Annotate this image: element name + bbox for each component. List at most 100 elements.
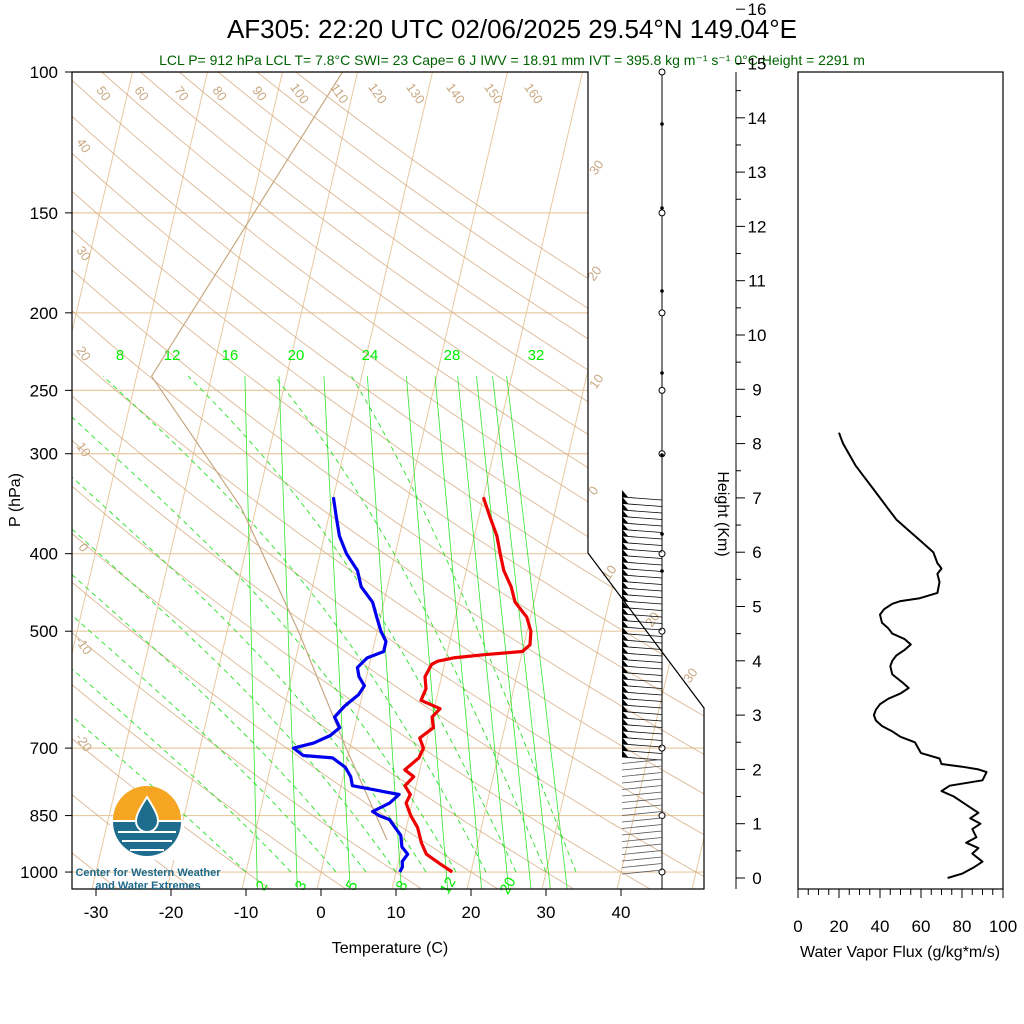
dry-adiabat-line [72,72,347,889]
temperature-tick-label: -20 [159,903,184,922]
skewt-profiles [150,72,533,874]
mixing-ratio-line [476,376,532,889]
wind-level-circle [658,386,666,394]
dry-adiabat-line [178,72,704,889]
mixing-ratio-line [366,376,402,889]
height-tick-label: 2 [752,760,761,779]
moist-adiabat-line [187,375,517,873]
wind-barb [621,811,663,816]
dry-adiabat-line [140,72,704,889]
skewt-background-lines [72,72,704,889]
dry-adiabat-line [72,72,194,889]
moist-adiabat-line [72,375,292,873]
wind-barb-flag [622,685,628,692]
wind-barb [621,594,663,598]
pressure-tick-label: 850 [30,807,58,826]
height-tick-label: 6 [752,543,761,562]
flux-axis-label: Water Vapor Flux (g/kg*m/s) [800,944,1000,961]
dry-adiabat-line [72,72,704,889]
pressure-tick-label: 100 [30,63,58,82]
mixing-ratio-label: 28 [444,347,461,364]
wind-barb [621,724,663,728]
wind-barb-flag [622,737,628,744]
theta-label-top: 80 [209,83,230,103]
wind-barb-flag [622,652,628,660]
wind-dot [660,371,664,375]
wind-barb [621,672,663,676]
wind-barb [621,633,663,637]
theta-label-top: 150 [481,80,506,106]
wind-barb-flag [622,548,628,556]
wind-barb [621,791,663,797]
dry-adiabat-line [72,72,704,889]
wind-barb [621,561,663,566]
wind-dot [660,289,664,293]
wind-level-circle [658,309,666,317]
theta-label-top: 100 [287,80,312,106]
theta-label-left: 30 [73,243,94,263]
wind-barb-flag [622,594,628,601]
mixing-ratio-label: 20 [288,347,305,364]
height-tick-label: 4 [752,652,761,671]
wind-barb [621,685,663,689]
wind-dot [660,569,664,573]
theta-label-right: 30 [680,665,701,685]
wind-barb [621,837,663,842]
dry-adiabat-line [72,72,704,889]
wind-barb-flag [622,698,628,705]
wind-barb [621,830,663,836]
wind-barb [621,587,663,592]
wind-barb-flag [622,509,628,517]
height-tick-label: 3 [752,706,761,725]
moist-adiabat-line [72,375,427,873]
dry-adiabat-line [217,72,704,889]
pressure-tick-label: 250 [30,381,58,400]
wind-barb-flag [622,490,628,497]
wind-barb-flag [622,581,628,588]
flux-line [838,432,988,879]
theta-label-top: 90 [249,83,270,103]
wind-level-circle [658,209,666,217]
wind-barb [621,548,663,553]
pressure-tick-label: 1000 [20,863,58,882]
wind-barb-flag [622,672,628,679]
theta-label-left: 0 [75,540,91,555]
dry-adiabat-line [72,72,499,889]
height-tick-label: 0 [752,869,761,888]
flux-tick-label: 100 [989,917,1017,936]
wind-barb [621,659,663,663]
wind-barb [621,613,663,618]
wind-barb [621,698,663,702]
wind-barb-flag [622,665,628,673]
isotherm-line [72,72,208,889]
height-tick-label: 16 [748,0,767,19]
wind-barb [621,704,663,709]
wind-level-circle [658,744,666,752]
wind-barb-flag [622,516,628,523]
wind-barb-flag [622,607,628,614]
dry-adiabat-line [72,72,575,889]
wind-barb [621,522,663,527]
skewt-frame [71,71,705,890]
theta-label-top: 50 [93,83,114,103]
temperature-line [403,496,533,874]
mixing-ratio-line [323,376,351,889]
wind-barb-flag [622,574,628,582]
wind-barb-flag [622,496,628,504]
flux-tick-label: 20 [830,917,849,936]
wind-barb [621,817,663,823]
wind-barb [621,737,663,741]
logo-drop-icon [134,795,160,833]
mixing-ratio-low-label: 12 [437,874,460,897]
dry-adiabat-line [72,72,704,889]
dewpoint-line [292,496,410,873]
wind-barb [621,869,663,875]
wind-barb [621,843,663,849]
dry-adiabat-line [256,72,704,889]
dry-adiabat-line [72,72,423,889]
theta-label-top: 110 [328,81,352,107]
mixing-ratio-low-label: 5 [343,878,362,894]
pressure-tick-label: 200 [30,304,58,323]
dry-adiabat-line [72,72,704,889]
